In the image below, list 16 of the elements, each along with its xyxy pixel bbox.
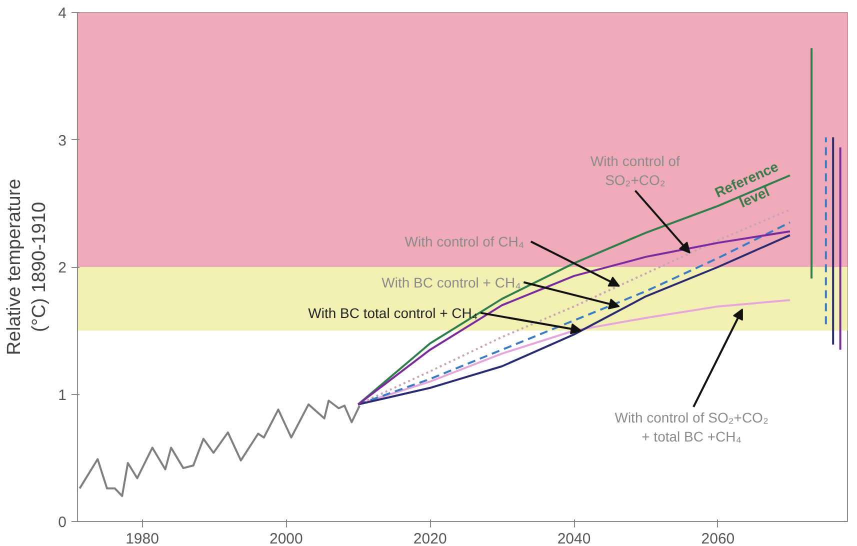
annotation: With BC total control + CH₄ [308, 304, 478, 321]
y-axis-title: Relative temperature (°C) 1890-1910 [4, 178, 50, 356]
y-tick-label: 4 [58, 5, 66, 22]
x-tick-label: 1980 [126, 530, 159, 546]
annotation: With control of SO₂+CO₂ [590, 152, 680, 188]
annotation: With control of SO₂+CO₂ + total BC +CH₄ [614, 410, 768, 445]
x-tick-label: 2000 [270, 530, 303, 546]
y-tick-label: 2 [58, 260, 66, 276]
annotation: With control of CH₄ [404, 234, 524, 250]
x-tick-label: 2020 [413, 530, 447, 546]
annotation: With BC control + CH₄ [382, 274, 522, 290]
x-tick-label: 2060 [701, 530, 735, 546]
x-tick-label: 2040 [557, 530, 591, 546]
y-tick-label: 1 [58, 386, 66, 404]
y-tick-label: 3 [58, 132, 66, 150]
y-tick-label: 0 [58, 514, 66, 531]
